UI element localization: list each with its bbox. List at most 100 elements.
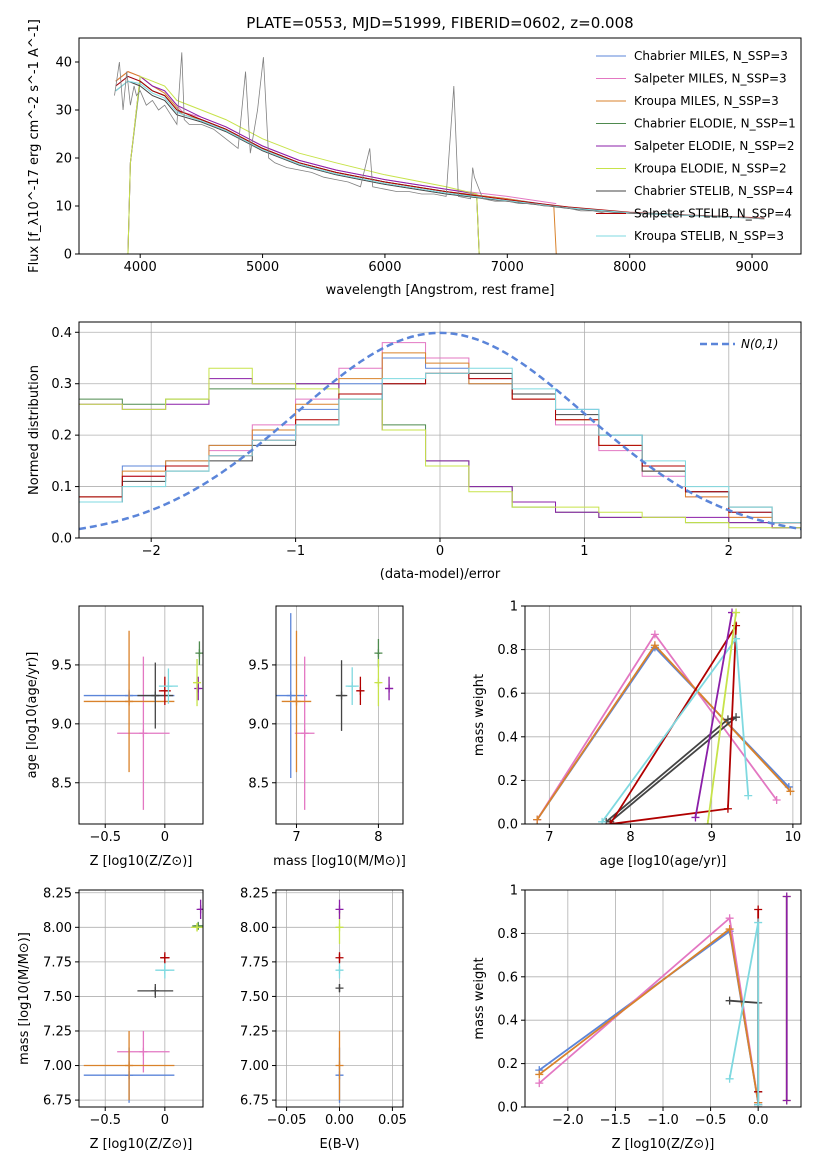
- weight-line-salpeter_elodie: [694, 612, 733, 818]
- y-axis-label: Normed distribution: [27, 365, 42, 495]
- marker-kroupa_miles: [292, 697, 301, 706]
- x-axis-label: E(B-V): [319, 1137, 359, 1152]
- legend-label-chabrier_miles: Chabrier MILES, N_SSP=3: [634, 49, 788, 63]
- x-tick-label: 0: [436, 544, 444, 559]
- y-tick-label: 7.25: [240, 1024, 269, 1039]
- y-tick-label: 8.25: [240, 886, 269, 901]
- mass_weight_vs_age-axes: 7 8 9 10 0.0 0.2 0.4 0.6 0.8 1 mass weight age [log…: [472, 600, 802, 869]
- mass_vs_extinction-marks: [335, 899, 344, 1103]
- legend-label-chabrier_elodie: Chabrier ELODIE, N_SSP=1: [634, 117, 796, 131]
- age_vs_mass-axes: 7 8 8.5 9.0 9.5 mass [log10(M/M⊙)]: [248, 605, 406, 869]
- weight-line-salpeter_miles: [538, 916, 760, 1103]
- x-tick-label: 2: [725, 544, 733, 559]
- x-tick-label: 0.05: [378, 1113, 407, 1128]
- marker-kroupa_stelib: [348, 682, 357, 691]
- y-tick-label: 0.3: [51, 377, 72, 392]
- x-axis-label: mass [log10(M/M⊙)]: [273, 854, 406, 869]
- weight-line-chabrier_miles: [536, 645, 790, 821]
- x-axis-label: (data-model)/error: [380, 567, 501, 582]
- marker-salpeter_elodie: [335, 905, 344, 914]
- weight-marker-salpeter_stelib: [606, 820, 615, 824]
- y-tick-label: 6.75: [240, 1094, 269, 1109]
- y-tick-label: 0.0: [497, 818, 518, 833]
- axes-frame: [78, 37, 802, 255]
- weight-marker-salpeter_elodie: [782, 1096, 791, 1105]
- axes-frame: [524, 605, 802, 825]
- y-tick-label: 7.50: [240, 990, 269, 1005]
- weight-line-salpeter_miles: [536, 632, 778, 821]
- x-tick-label: 1: [580, 544, 588, 559]
- marker-kroupa_miles: [335, 1061, 344, 1070]
- marker-chabrier_elodie: [194, 921, 203, 930]
- legend-label-chabrier_stelib: Chabrier STELIB, N_SSP=4: [634, 184, 793, 198]
- spectrum-marks: [114, 52, 765, 254]
- age_vs_mass-marks: [276, 613, 394, 810]
- marker-kroupa_elodie: [335, 923, 344, 932]
- y-tick-label: 1: [510, 884, 518, 899]
- y-tick-label: 8.00: [43, 921, 72, 936]
- weight-line-chabrier_stelib: [605, 716, 737, 823]
- weight-marker-kroupa_elodie: [732, 608, 741, 617]
- x-tick-label: 8: [626, 830, 634, 845]
- x-tick-label: −0.5: [89, 1113, 121, 1128]
- marker-kroupa_stelib: [160, 966, 169, 975]
- legend-label-salpeter_stelib: Salpeter STELIB, N_SSP=4: [634, 207, 792, 221]
- histogram-step-kroupa_stelib: [79, 367, 801, 524]
- weight-marker-salpeter_stelib: [754, 905, 763, 914]
- spectrum-axes: 4000 5000 6000 7000 8000 9000 0 10 20 30 40 Chabrie…: [27, 19, 802, 298]
- y-tick-label: 0.4: [51, 326, 72, 341]
- legend-label-kroupa_miles: Kroupa MILES, N_SSP=3: [634, 94, 779, 108]
- weight-marker-chabrier_stelib: [725, 996, 734, 1005]
- y-tick-label: 30: [55, 104, 72, 119]
- marker-chabrier_stelib: [337, 691, 346, 700]
- marker-salpeter_miles: [139, 729, 148, 738]
- x-tick-label: 0: [161, 1113, 169, 1128]
- weight-marker-salpeter_miles: [535, 1079, 544, 1088]
- weight-marker-kroupa_miles: [650, 641, 659, 650]
- mass_weight_vs_age-marks: [533, 608, 795, 824]
- y-tick-label: 0.2: [51, 429, 72, 444]
- marker-salpeter_stelib: [356, 686, 365, 695]
- x-tick-label: −1: [286, 544, 305, 559]
- weight-marker-salpeter_miles: [650, 630, 659, 639]
- y-tick-label: 6.75: [43, 1094, 72, 1109]
- marker-salpeter_elodie: [196, 905, 203, 914]
- weight-marker-salpeter_elodie: [782, 892, 791, 901]
- marker-kroupa_miles: [125, 697, 134, 706]
- y-axis-label: mass weight: [472, 957, 487, 1039]
- weight-marker-kroupa_stelib: [744, 791, 753, 800]
- y-tick-label: 9.0: [248, 717, 269, 732]
- weight-marker-kroupa_miles: [533, 815, 542, 824]
- weight-marker-chabrier_stelib: [723, 715, 732, 724]
- y-tick-label: 7.50: [43, 990, 72, 1005]
- y-tick-label: 0.1: [51, 480, 72, 495]
- gaussian-curve: [79, 331, 801, 531]
- y-axis-label: mass weight: [472, 674, 487, 756]
- marker-salpeter_elodie: [194, 684, 203, 693]
- age_vs_metallicity-axes: −0.5 0 8.5 9.0 9.5 age [log10(age/yr)] Z [log1…: [25, 605, 204, 869]
- x-tick-label: −2.0: [552, 1113, 584, 1128]
- x-tick-label: 7: [292, 830, 300, 845]
- y-tick-label: 0.4: [497, 730, 518, 745]
- x-axis-label: Z [log10(Z/Z⊙)]: [90, 1137, 193, 1152]
- y-tick-label: 0.8: [497, 927, 518, 942]
- histogram-step-kroupa_elodie: [79, 367, 801, 529]
- marker-salpeter_miles: [300, 729, 309, 738]
- spectrum-line-kroupa_stelib: [115, 80, 765, 220]
- weight-marker-salpeter_miles: [772, 796, 781, 805]
- y-tick-label: 7.00: [43, 1059, 72, 1074]
- marker-chabrier_stelib: [335, 984, 344, 993]
- x-tick-label: 0.0: [748, 1113, 769, 1128]
- y-tick-label: 8.25: [43, 886, 72, 901]
- y-tick-label: 7.25: [43, 1024, 72, 1039]
- x-tick-label: 5000: [246, 260, 279, 275]
- x-tick-label: 4000: [124, 260, 157, 275]
- spectrum-line-data: [114, 52, 765, 220]
- marker-chabrier_elodie: [195, 649, 203, 658]
- y-tick-label: 20: [55, 152, 72, 167]
- x-tick-label: 9: [708, 830, 716, 845]
- weight-marker-salpeter_stelib: [723, 804, 732, 813]
- x-tick-label: 8: [374, 830, 382, 845]
- weight-line-chabrier_miles: [538, 929, 760, 1103]
